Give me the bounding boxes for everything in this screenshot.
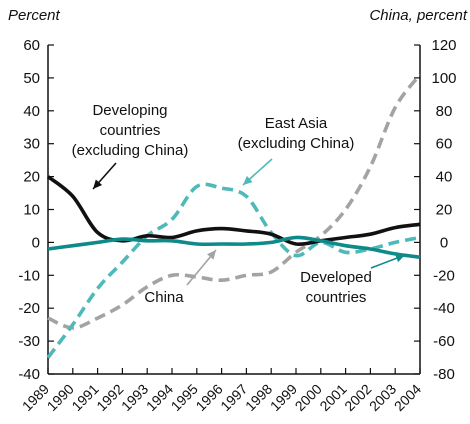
x-tick-label: 1995: [168, 381, 201, 414]
annotation-developing-countries-line: (excluding China): [72, 142, 189, 159]
left-tick-label: 20: [23, 169, 40, 186]
series-line-east-asia-excluding-china: [46, 182, 421, 359]
series-line-developed-countries: [47, 235, 421, 259]
annotation-china: China: [144, 289, 184, 306]
arrow-east-asia-head: [243, 175, 253, 185]
annotation-developing-countries-line: Developing: [92, 102, 167, 119]
x-tick-label: 1998: [242, 381, 275, 414]
annotation-developed-countries: Developed countries: [300, 269, 372, 306]
x-tick-label: 2003: [366, 381, 399, 414]
arrow-china: [186, 249, 217, 286]
arrow-developed-countries-head: [395, 254, 405, 263]
annotation-east-asia-line: (excluding China): [238, 135, 355, 152]
right-axis-unit-label: China, percent: [369, 7, 467, 24]
right-tick-label: -80: [433, 366, 455, 383]
x-tick-label: 1996: [192, 381, 225, 414]
x-tick-label: 1992: [93, 381, 126, 414]
left-tick-label: 30: [23, 136, 40, 153]
annotation-developing-countries-line: countries: [100, 122, 161, 139]
annotation-east-asia-line: East Asia: [265, 115, 328, 132]
left-tick-label: -40: [18, 366, 40, 383]
annotation-developing-countries: Developing countries (excluding China): [72, 102, 189, 159]
right-tick-label: -40: [433, 300, 455, 317]
annotation-developed-countries-line: countries: [306, 289, 367, 306]
arrow-developing-countries: [92, 162, 117, 190]
x-tick-label: 1997: [217, 381, 250, 414]
arrow-developing-countries-head: [93, 179, 103, 189]
right-tick-label: 60: [436, 136, 453, 153]
x-tick-label: 1989: [19, 381, 52, 414]
right-tick-label: 120: [431, 37, 456, 54]
left-axis-unit-label: Percent: [8, 7, 61, 24]
arrow-east-asia: [242, 158, 273, 186]
right-tick-label: 40: [436, 169, 453, 186]
arrow-developed-countries: [370, 254, 406, 269]
left-tick-label: 10: [23, 202, 40, 219]
arrow-china-head: [207, 250, 216, 260]
series-line-developing-countries-excluding-china: [46, 175, 421, 247]
left-tick-label: -20: [18, 300, 40, 317]
x-tick-label: 2001: [316, 381, 349, 414]
right-tick-label: -20: [433, 267, 455, 284]
series-line-china: [47, 73, 422, 330]
right-tick-label: 80: [436, 103, 453, 120]
left-tick-label: -10: [18, 267, 40, 284]
annotation-developed-countries-line: Developed: [300, 269, 372, 286]
right-tick-label: 100: [431, 70, 456, 87]
x-tick-label: 1994: [143, 381, 176, 414]
right-tick-label: 20: [436, 202, 453, 219]
annotation-east-asia: East Asia (excluding China): [238, 115, 355, 152]
series-lines: [46, 73, 422, 359]
right-tick-label: -60: [433, 333, 455, 350]
left-tick-label: 60: [23, 37, 40, 54]
x-tick-label: 2000: [292, 381, 325, 414]
left-tick-label: 0: [32, 234, 40, 251]
x-tick-label: 1993: [118, 381, 151, 414]
right-tick-label: 0: [440, 234, 448, 251]
axes: 6050403020100-10-20-30-40120100806040200…: [18, 37, 456, 414]
x-tick-label: 1990: [44, 381, 77, 414]
left-tick-label: 40: [23, 103, 40, 120]
left-tick-label: -30: [18, 333, 40, 350]
annotations: Developing countries (excluding China)East…: [72, 102, 406, 306]
x-tick-label: 1991: [68, 381, 101, 414]
x-tick-label: 2004: [391, 381, 424, 414]
left-tick-label: 50: [23, 70, 40, 87]
x-tick-label: 1999: [267, 381, 300, 414]
x-tick-label: 2002: [341, 381, 374, 414]
annotation-china-line: China: [144, 289, 184, 306]
